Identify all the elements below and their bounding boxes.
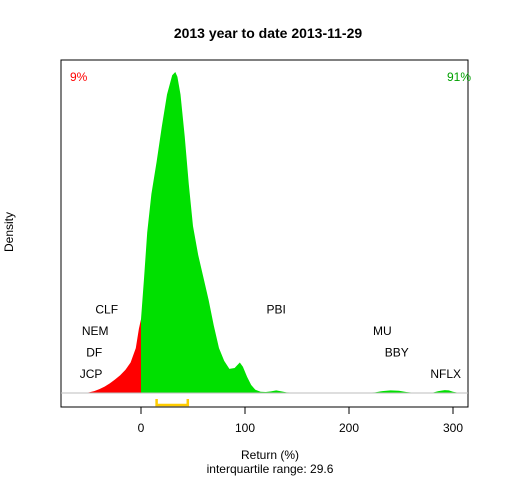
ticker-annotations: CLF NEM DF JCP PBI MU BBY NFLX (80, 303, 461, 381)
annotation-jcp: JCP (80, 367, 103, 381)
annotation-bby: BBY (385, 345, 409, 359)
annotation-df: DF (86, 345, 102, 359)
annotation-nem: NEM (82, 324, 109, 338)
y-axis-label: Density (2, 212, 16, 252)
left-percent-label: 9% (70, 70, 88, 84)
iqr-bracket (155, 399, 190, 407)
annotation-pbi: PBI (267, 303, 286, 317)
iqr-subtitle: interquartile range: 29.6 (207, 462, 334, 476)
iqr-bracket-line (155, 399, 190, 407)
annotation-mu: MU (373, 324, 392, 338)
annotation-clf: CLF (95, 303, 118, 317)
chart-title: 2013 year to date 2013-11-29 (174, 25, 363, 41)
x-tick-label: 200 (339, 421, 359, 435)
annotation-nflx: NFLX (430, 367, 461, 381)
density-areas (83, 72, 469, 393)
density-area-positive (141, 72, 469, 393)
x-axis: 0 100 200 300 (138, 406, 463, 435)
x-axis-label: Return (%) (241, 448, 299, 462)
x-tick-label: 100 (235, 421, 255, 435)
right-percent-label: 91% (447, 70, 471, 84)
x-tick-label: 300 (443, 421, 463, 435)
density-area-negative (83, 319, 141, 393)
x-tick-label: 0 (138, 421, 145, 435)
